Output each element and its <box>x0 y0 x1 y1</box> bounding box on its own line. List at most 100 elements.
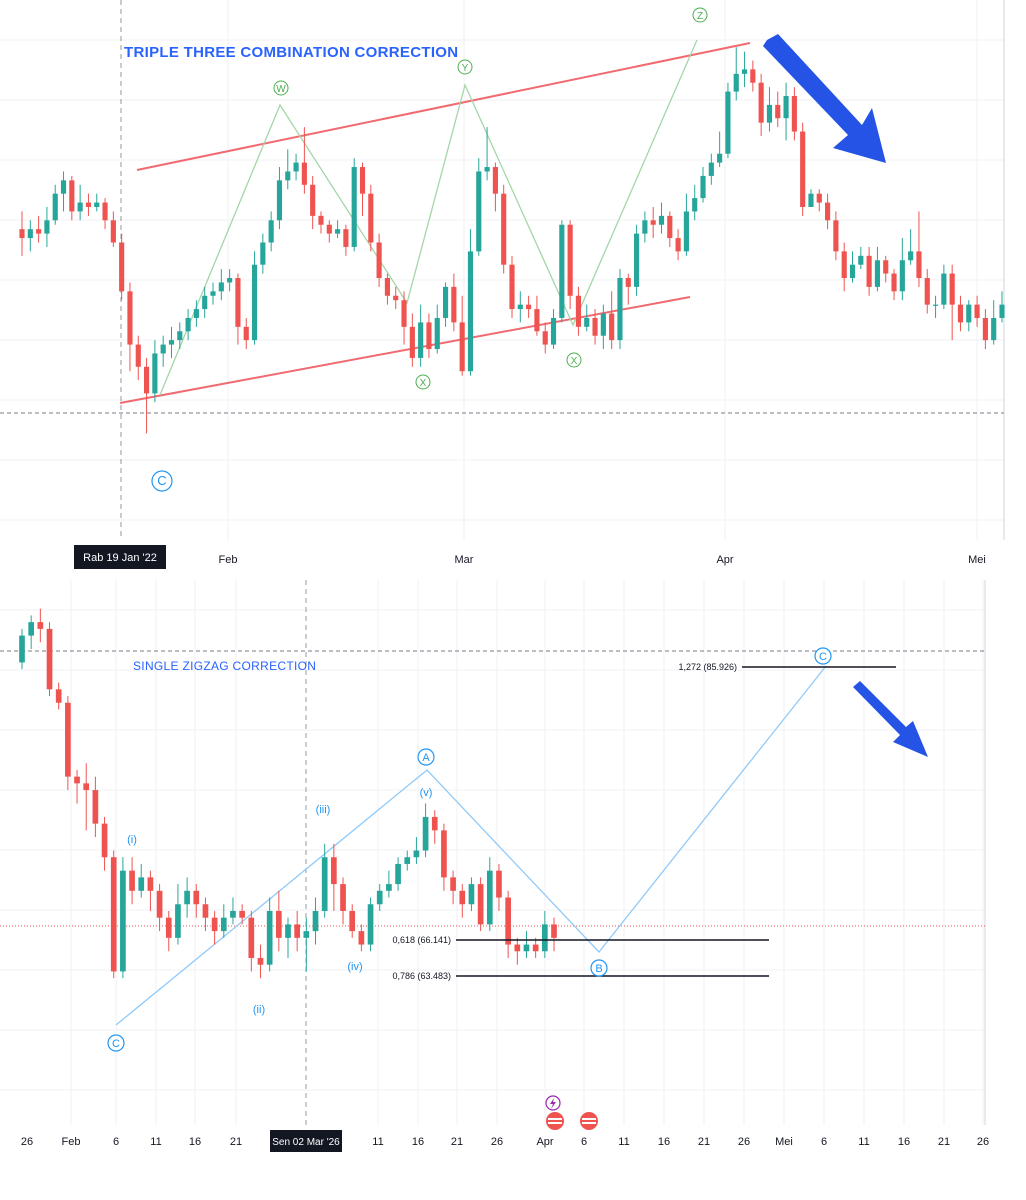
top-candle-9 <box>94 193 100 212</box>
us-flag-icon-2[interactable] <box>580 1112 598 1130</box>
top-candle-48 <box>418 304 424 367</box>
top-candle-body-84 <box>717 153 723 163</box>
bottom-chart[interactable]: 1,272 (85.926) 0,618 (66.141) 0,786 (63.… <box>0 580 1026 1180</box>
top-candle-65 <box>559 220 565 323</box>
wave-path-bottom[interactable] <box>115 665 827 1026</box>
top-candle-body-96 <box>816 193 822 203</box>
bottom-candle-body-49 <box>468 884 475 905</box>
top-candle-body-50 <box>434 317 440 350</box>
top-candle-81 <box>692 184 698 221</box>
bottom-candle-3 <box>46 622 53 697</box>
top-candle-body-40 <box>351 167 357 247</box>
top-candle-body-19 <box>177 331 183 341</box>
bottom-x-label-6c: 6 <box>821 1136 827 1148</box>
top-candle-24 <box>218 269 224 301</box>
down-arrow-top[interactable] <box>763 34 886 163</box>
top-candle-body-57 <box>492 167 498 194</box>
bottom-candle-46 <box>441 823 447 891</box>
bottom-candle-body-47 <box>450 877 456 891</box>
top-candle-93 <box>791 87 797 141</box>
top-candle-102 <box>866 246 872 296</box>
top-candle-body-85 <box>725 91 731 154</box>
top-candle-body-95 <box>808 193 814 207</box>
top-candle-body-97 <box>825 202 831 221</box>
top-candle-75 <box>642 211 648 243</box>
bottom-candle-body-52 <box>496 870 502 898</box>
top-candle-body-46 <box>401 300 407 327</box>
bottom-candle-body-50 <box>477 884 484 925</box>
channel-upper-line[interactable] <box>136 42 751 171</box>
top-candle-body-66 <box>567 224 573 296</box>
top-chart[interactable]: TRIPLE THREE COMBINATION CORRECTION W X … <box>0 0 1026 580</box>
top-candle-53 <box>459 295 465 376</box>
top-candle-body-24 <box>218 282 224 292</box>
wave-label-c-start-bottom: C <box>107 1034 125 1052</box>
top-candle-body-65 <box>559 224 565 318</box>
bottom-candle-48 <box>459 884 466 918</box>
top-candle-body-36 <box>318 215 324 225</box>
us-flag-icon[interactable] <box>546 1112 564 1130</box>
top-candle-body-41 <box>359 167 366 194</box>
top-candle-body-29 <box>260 242 266 265</box>
bottom-x-label-11b: 11 <box>372 1136 383 1148</box>
top-candle-20 <box>185 309 191 341</box>
top-candle-32 <box>285 149 291 190</box>
wave-label-x2: X <box>566 352 582 368</box>
bottom-x-label-11c: 11 <box>618 1136 629 1148</box>
bottom-candle-body-32 <box>312 910 319 932</box>
bottom-candle-body-14 <box>147 877 154 891</box>
bottom-candle-body-55 <box>523 944 530 952</box>
bottom-candle-58 <box>551 917 557 952</box>
top-candle-60 <box>517 291 523 323</box>
bottom-candle-body-16 <box>165 917 172 938</box>
bottom-candle-16 <box>165 910 172 952</box>
top-candle-body-62 <box>534 309 540 332</box>
bottom-x-axis: 26 Feb 6 11 16 21 Sen 02 Mar '26 11 16 2… <box>21 1130 989 1152</box>
top-candle-45 <box>393 286 399 310</box>
bottom-candle-body-8 <box>92 790 99 824</box>
top-candle-body-4 <box>52 193 58 221</box>
top-candle-body-54 <box>467 251 474 372</box>
top-candle-body-91 <box>775 104 781 119</box>
subwave-label-v: (v) <box>420 787 433 799</box>
us-flag-stripes-icon <box>548 1118 562 1120</box>
bottom-candle-40 <box>386 870 392 898</box>
bottom-candle-0 <box>19 628 25 670</box>
bottom-candle-24 <box>239 904 245 925</box>
top-candle-21 <box>193 300 199 327</box>
top-candle-78 <box>667 211 673 247</box>
top-candle-body-103 <box>874 260 880 287</box>
svg-text:C: C <box>819 651 827 663</box>
top-candle-69 <box>592 309 598 345</box>
top-candle-33 <box>293 153 299 181</box>
top-candle-51 <box>442 282 449 327</box>
top-candle-2 <box>36 215 42 243</box>
wave-label-z: Z <box>692 7 708 23</box>
down-arrow-bottom[interactable] <box>853 681 928 757</box>
bottom-candle-28 <box>275 890 282 952</box>
top-candle-body-106 <box>899 260 905 292</box>
top-candle-80 <box>683 193 689 256</box>
top-candle-98 <box>833 211 839 261</box>
event-icons[interactable] <box>545 1095 598 1130</box>
top-candle-112 <box>949 264 955 341</box>
svg-text:X: X <box>571 356 578 367</box>
top-candle-76 <box>650 206 656 239</box>
wave-path-top[interactable] <box>159 39 698 396</box>
bottom-candle-14 <box>147 870 154 911</box>
top-candle-41 <box>359 162 366 216</box>
top-candle-body-100 <box>849 264 856 279</box>
fib-label-1272: 1,272 (85.926) <box>678 662 737 672</box>
bottom-candle-13 <box>138 863 145 898</box>
top-candle-67 <box>575 286 582 336</box>
top-candle-body-27 <box>243 326 249 341</box>
top-candle-39 <box>343 224 349 256</box>
bottom-candle-body-40 <box>386 884 392 891</box>
top-candle-79 <box>675 229 681 261</box>
top-candle-88 <box>750 60 756 92</box>
bottom-x-label-16d: 16 <box>898 1136 910 1148</box>
top-candle-18 <box>168 326 175 358</box>
us-flag-stripes2-icon <box>548 1122 562 1124</box>
top-candle-117 <box>991 300 997 345</box>
svg-text:Y: Y <box>462 63 469 74</box>
